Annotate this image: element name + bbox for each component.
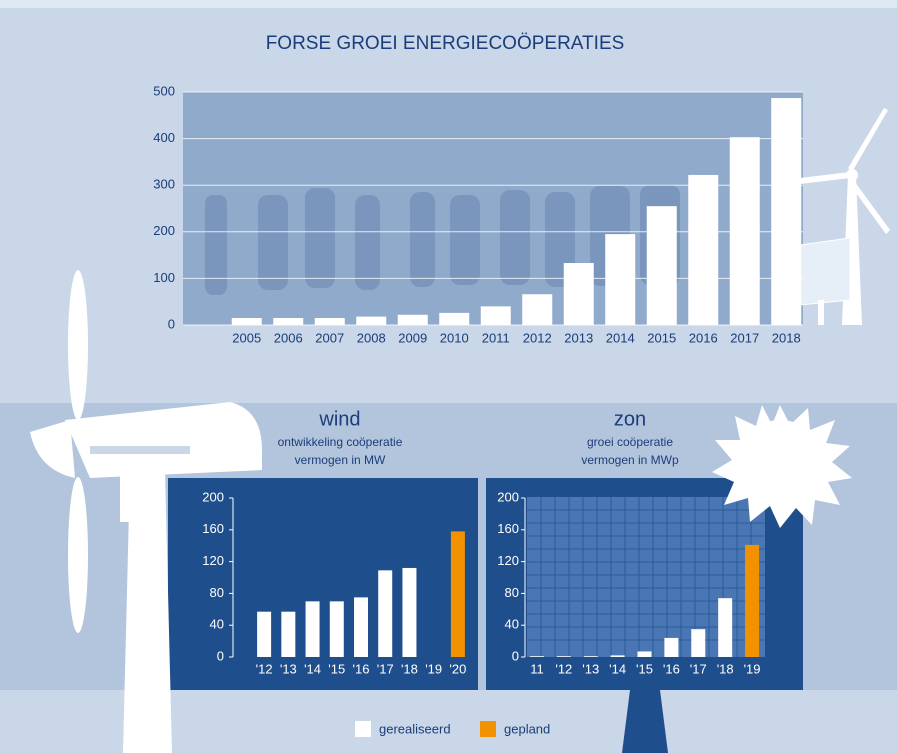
x-tick-label: 2016 <box>689 330 718 345</box>
y-tick-label: 80 <box>210 585 224 600</box>
x-tick-label: 2005 <box>232 330 261 345</box>
bar <box>605 234 635 325</box>
zon-subtitle: groei coöperatie <box>587 435 673 449</box>
bar <box>564 263 594 325</box>
bar <box>481 306 511 325</box>
legend-label: gepland <box>504 721 550 736</box>
bar <box>647 206 677 325</box>
zon-title: zon <box>614 408 646 430</box>
bar <box>691 629 705 657</box>
x-tick-label: '17 <box>690 661 707 676</box>
y-tick-label: 160 <box>202 521 224 536</box>
bar <box>530 656 544 657</box>
x-tick-label: '15 <box>636 661 653 676</box>
x-tick-label: 2014 <box>606 330 635 345</box>
y-tick-label: 200 <box>202 489 224 504</box>
legend-label: gerealiseerd <box>379 721 451 736</box>
x-tick-label: '14 <box>609 661 626 676</box>
bar <box>638 651 652 657</box>
y-tick-label: 300 <box>153 177 175 192</box>
x-tick-label: 2007 <box>315 330 344 345</box>
top-strip <box>0 0 897 8</box>
y-tick-label: 500 <box>153 83 175 98</box>
y-tick-label: 0 <box>217 648 224 663</box>
x-tick-label: 2008 <box>357 330 386 345</box>
bar <box>557 656 571 657</box>
bar <box>398 315 428 325</box>
x-tick-label: 2010 <box>440 330 469 345</box>
x-tick-label: '16 <box>353 661 370 676</box>
legend-swatch <box>480 721 496 737</box>
x-tick-label: '20 <box>449 661 466 676</box>
bar <box>356 317 386 325</box>
y-tick-label: 40 <box>505 617 519 632</box>
y-tick-label: 200 <box>497 489 519 504</box>
bar <box>330 601 344 657</box>
y-tick-label: 160 <box>497 521 519 536</box>
wind-subtitle: ontwikkeling coöperatie <box>278 435 403 449</box>
infographic: FORSE GROEI ENERGIECOÖPERATIES wind ontw… <box>0 0 897 753</box>
bar <box>273 318 303 325</box>
y-tick-label: 40 <box>210 617 224 632</box>
x-tick-label: 2018 <box>772 330 801 345</box>
x-tick-label: 2006 <box>274 330 303 345</box>
bar <box>378 570 392 657</box>
chart-title: FORSE GROEI ENERGIECOÖPERATIES <box>266 33 625 54</box>
bar <box>232 318 262 325</box>
y-tick-label: 400 <box>153 130 175 145</box>
x-tick-label: '12 <box>256 661 273 676</box>
bar <box>771 98 801 325</box>
x-tick-label: '13 <box>582 661 599 676</box>
x-tick-label: 11 <box>530 661 544 676</box>
y-tick-label: 0 <box>168 316 175 331</box>
bar <box>306 601 320 657</box>
bar <box>354 597 368 657</box>
bar <box>257 612 271 657</box>
panel-stand <box>622 690 668 753</box>
x-tick-label: '17 <box>377 661 394 676</box>
x-tick-label: '16 <box>663 661 680 676</box>
bar <box>730 137 760 325</box>
x-tick-label: 2015 <box>647 330 676 345</box>
bar <box>718 598 732 657</box>
x-tick-label: 2011 <box>482 330 510 345</box>
x-tick-label: 2013 <box>564 330 593 345</box>
y-tick-label: 120 <box>497 553 519 568</box>
bar <box>451 531 465 657</box>
x-tick-label: '19 <box>425 661 442 676</box>
y-tick-label: 200 <box>153 223 175 238</box>
bar <box>611 655 625 657</box>
y-tick-label: 120 <box>202 553 224 568</box>
bar <box>664 638 678 657</box>
wind-subtitle: vermogen in MW <box>295 453 386 467</box>
y-tick-label: 0 <box>512 648 519 663</box>
bar <box>281 612 295 657</box>
bar <box>584 656 598 657</box>
y-tick-label: 80 <box>505 585 519 600</box>
x-tick-label: 2012 <box>523 330 552 345</box>
x-tick-label: 2009 <box>398 330 427 345</box>
bar <box>688 175 718 325</box>
bar <box>402 568 416 657</box>
bar <box>745 545 759 657</box>
wind-title: wind <box>318 408 360 430</box>
legend-swatch <box>355 721 371 737</box>
bar <box>439 313 469 325</box>
bar <box>315 318 345 325</box>
y-tick-label: 100 <box>153 270 175 285</box>
x-tick-label: '14 <box>304 661 321 676</box>
x-tick-label: '18 <box>717 661 734 676</box>
x-tick-label: 2017 <box>730 330 759 345</box>
zon-subtitle: vermogen in MWp <box>581 453 679 467</box>
x-tick-label: '18 <box>401 661 418 676</box>
bar <box>522 294 552 325</box>
x-tick-label: '15 <box>328 661 345 676</box>
x-tick-label: '12 <box>555 661 572 676</box>
x-tick-label: '13 <box>280 661 297 676</box>
x-tick-label: '19 <box>744 661 761 676</box>
